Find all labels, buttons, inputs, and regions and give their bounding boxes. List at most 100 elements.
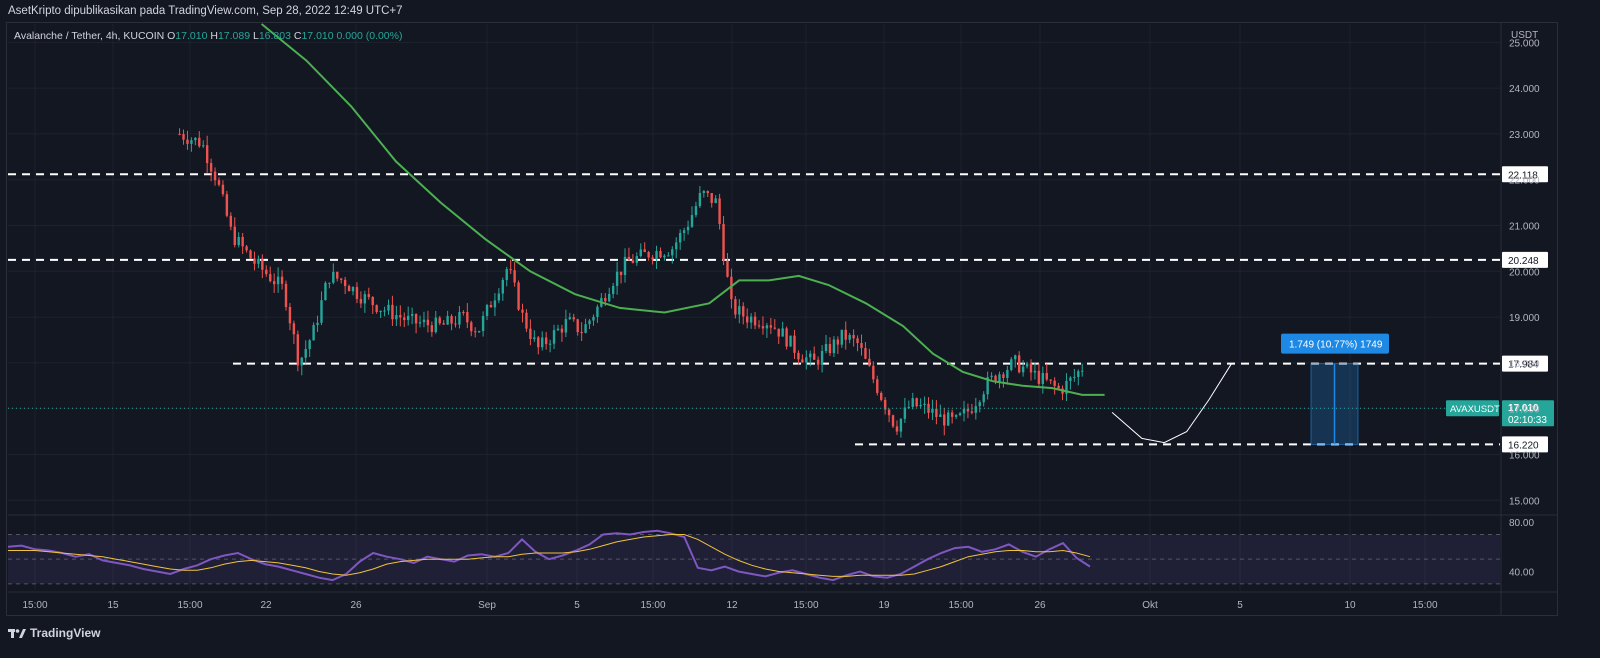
candle-body [611,285,615,294]
candle-body [608,293,611,302]
candle-body [489,304,493,308]
candle-body [525,312,528,329]
candle-body [588,320,591,325]
candle-body [947,412,950,426]
candle-body [986,377,989,395]
candle-body [237,236,240,246]
candle-body [694,206,698,216]
candle-body [891,415,895,427]
candle-body [375,305,378,312]
candle-body [1006,369,1009,379]
candle-body [363,294,367,304]
candle-body [836,339,840,345]
candle-body [604,297,607,302]
candle-body [481,315,485,332]
candle-body [954,415,958,417]
candle-body [619,271,623,275]
candle-body [994,375,997,383]
high-value: 17.089 [217,30,251,42]
candle-body [990,375,993,378]
candle-body [911,398,914,407]
candle-body [485,304,489,316]
candle-body [615,271,619,286]
candle-body [517,282,520,310]
candle-body [568,317,572,320]
grid [8,22,1558,616]
candle-body [714,198,717,204]
time-tick-label: 15:00 [640,600,665,611]
candle-body [371,296,374,306]
candle-body [410,314,414,316]
candle-body [702,191,706,194]
candle-body [541,337,544,348]
candle-body [261,258,264,270]
projection-curve[interactable] [1111,363,1232,444]
rsi-ma-line [8,534,1091,577]
candle-body [895,426,899,432]
candle-body [383,310,386,312]
candle-body [809,353,812,358]
candle-body [631,260,635,263]
candle-body [466,312,469,323]
candle-body [229,215,233,227]
level-price-tag [1502,436,1548,453]
open-label: O [167,30,176,42]
close-label: C [293,30,302,42]
time-tick-label: 19 [878,600,890,611]
candle-body [544,337,548,344]
candle-body [1002,374,1005,379]
time-tick-label: 15:00 [793,600,818,611]
level-price-label: 17.984 [1508,360,1539,371]
candle-body [501,279,505,294]
candle-body [395,315,398,320]
candle-body [474,331,477,333]
candle-body [304,349,307,358]
time-tick-label: 10 [1344,600,1356,611]
candle-body [903,407,907,419]
candle-body [272,281,276,285]
candle-body [801,359,804,363]
horizontal-levels[interactable]: 22.118 20.248 17.984 16.220 [8,166,1548,453]
candle-body [560,328,564,333]
candle-body [308,340,311,350]
candle-body [659,251,662,258]
level-price-label: 20.248 [1508,256,1539,267]
candle-body [860,343,863,349]
candle-body [931,408,934,413]
level-price-label: 22.118 [1508,170,1538,181]
candle-body [221,184,225,195]
candle-body [190,140,193,144]
candle-body [213,171,217,181]
candle-body [355,287,359,299]
candle-body [690,215,694,227]
candle-body [336,271,339,279]
candle-body [919,404,922,407]
candle-body [241,236,244,247]
candle-body [899,418,903,432]
candle-body [887,409,891,416]
candle-body [970,411,974,413]
symbol-tag-label: AVAXUSDT [1450,404,1500,415]
price-tick-label: 20.000 [1509,267,1540,278]
price-axis[interactable]: USDT 15.000 16.000 17.000 18.000 19.000 20.000… [1509,30,1540,507]
time-tick-label: 5 [574,600,580,611]
candle-body [738,306,741,315]
candle-body [663,255,666,258]
measure-label-box [1281,333,1389,354]
symbol-legend[interactable]: Avalanche / Tether, 4h, KUCOIN O17.010 H… [14,30,402,42]
rsi-pane: 80.00 40.00 [7,518,1534,585]
candle-body [328,282,331,284]
time-axis[interactable]: 15:00 15 15:00 22 26 Sep 5 15:00 12 15:00 19 15:00 2… [22,600,1437,611]
candle-body [923,403,926,405]
price-tick-label: 22.000 [1509,176,1540,187]
candle-body [655,251,658,260]
time-tick-label: 22 [260,600,272,611]
time-tick-label: Sep [478,600,496,611]
candle-body [1081,370,1084,372]
price-tick-label: 24.000 [1509,84,1540,95]
candle-body [418,322,422,324]
candle-body [864,348,867,359]
price-tick-label: 16.000 [1509,450,1540,461]
